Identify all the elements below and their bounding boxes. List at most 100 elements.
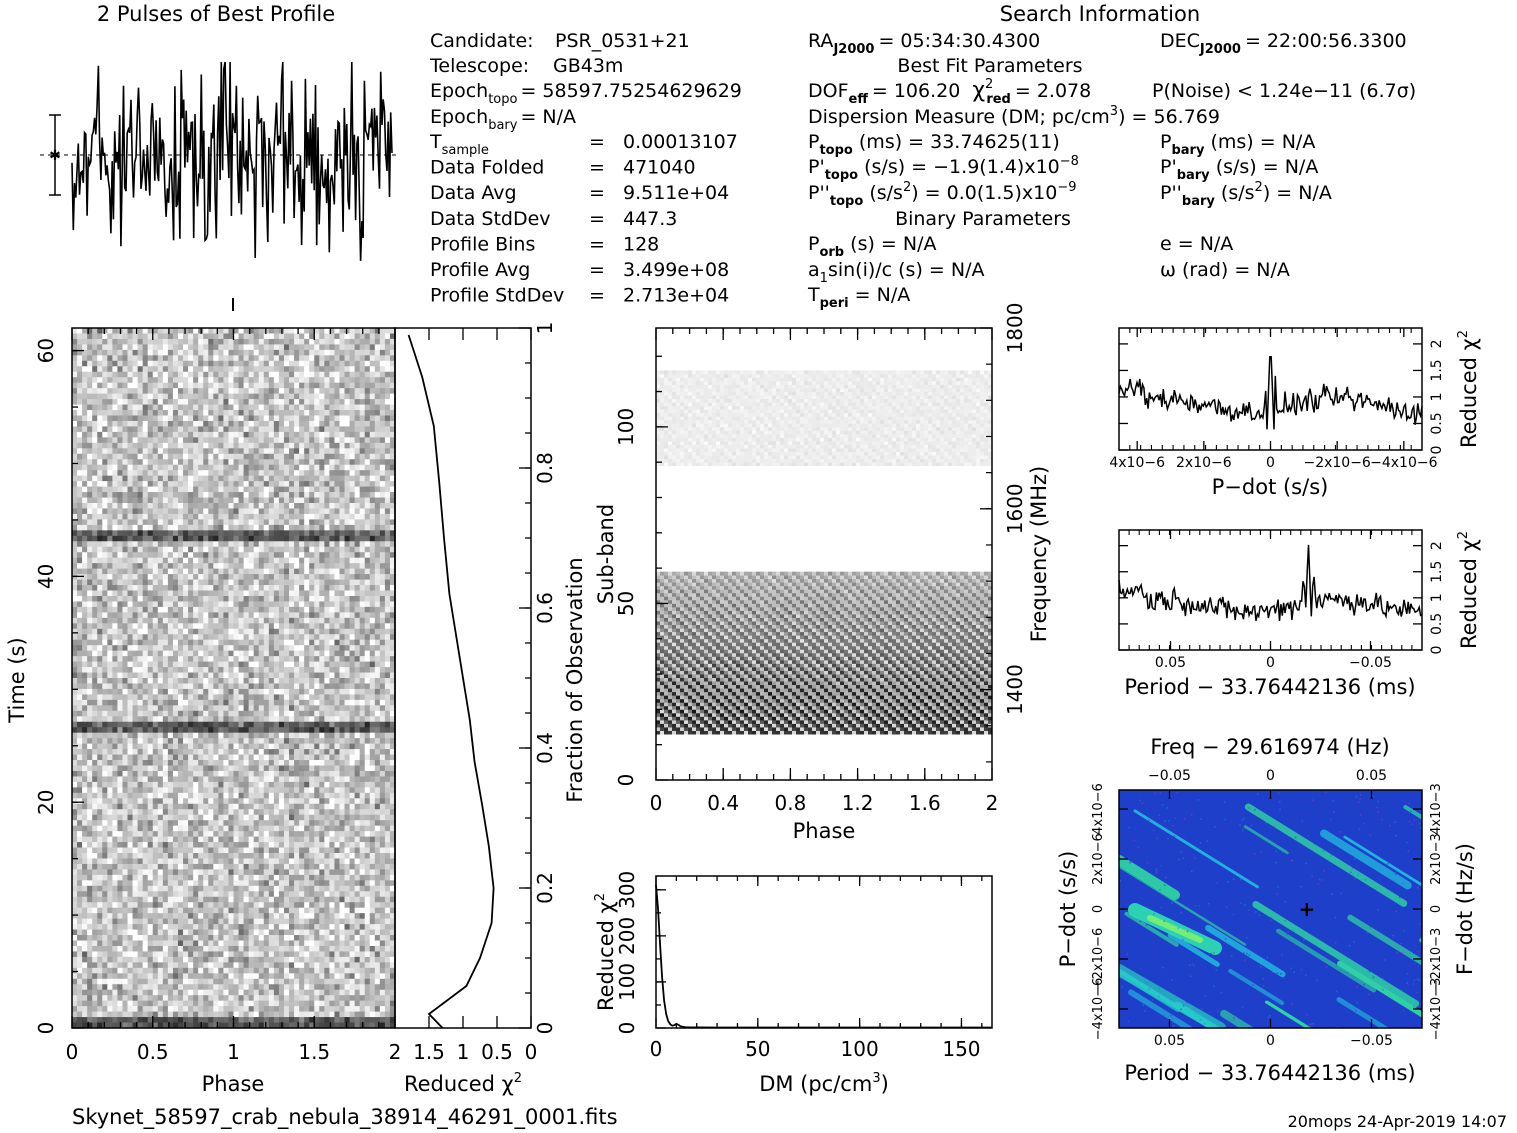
time-phase-cell <box>273 481 280 487</box>
time-phase-cell <box>213 448 219 455</box>
time-phase-cell <box>283 464 290 471</box>
time-phase-cell <box>177 486 184 493</box>
time-phase-cell <box>72 694 78 701</box>
time-phase-cell <box>364 503 371 509</box>
time-phase-cell <box>183 393 189 400</box>
time-phase-cell <box>314 453 320 460</box>
time-phase-cell <box>243 617 250 624</box>
time-phase-cell <box>157 360 164 367</box>
time-phase-cell <box>112 503 118 509</box>
time-phase-cell <box>198 595 204 602</box>
time-phase-cell <box>208 431 214 438</box>
time-phase-cell <box>77 470 83 477</box>
time-phase-cell <box>253 678 260 684</box>
time-phase-cell <box>177 393 184 400</box>
time-phase-cell <box>193 371 199 378</box>
time-phase-cell <box>122 623 128 630</box>
time-phase-cell <box>117 738 123 745</box>
time-phase-cell <box>273 355 280 362</box>
time-phase-cell <box>379 486 386 493</box>
time-phase-cell <box>117 552 123 559</box>
time-phase-cell <box>389 683 396 690</box>
time-phase-cell <box>213 519 219 526</box>
time-phase-cell <box>299 721 305 728</box>
time-phase-cell <box>304 486 310 493</box>
time-phase-cell <box>142 399 149 405</box>
time-phase-cell <box>117 431 123 438</box>
time-phase-cell <box>142 688 149 695</box>
time-phase-cell <box>374 738 381 745</box>
time-phase-cell <box>132 623 139 630</box>
time-phase-cell <box>107 732 113 739</box>
time-phase-cell <box>132 399 139 405</box>
time-phase-cell <box>183 563 189 570</box>
time-phase-cell <box>127 699 133 706</box>
time-phase-cell <box>299 727 305 734</box>
time-phase-cell <box>243 448 250 455</box>
time-phase-cell <box>112 661 118 668</box>
time-phase-cell <box>243 388 250 395</box>
time-phase-cell <box>248 678 255 684</box>
time-phase-cell <box>243 355 250 362</box>
time-phase-cell <box>258 415 265 422</box>
time-phase-cell <box>369 508 376 515</box>
time-phase-cell <box>319 388 325 395</box>
time-phase-cell <box>278 623 285 630</box>
time-phase-cell <box>324 388 330 395</box>
time-phase-cell <box>354 338 361 345</box>
time-phase-cell <box>253 590 260 597</box>
time-phase-cell <box>319 552 325 559</box>
time-phase-cell <box>309 328 315 334</box>
time-phase-cell <box>82 623 88 630</box>
e-value: e = N/A <box>1160 233 1233 255</box>
time-phase-cell <box>147 333 154 340</box>
time-phase-cell <box>304 579 310 586</box>
time-phase-cell <box>208 579 214 586</box>
time-phase-cell <box>304 628 310 635</box>
time-phase-cell <box>289 492 295 498</box>
time-phase-cell <box>183 399 189 405</box>
time-phase-cell <box>309 431 315 438</box>
time-phase-cell <box>283 344 290 351</box>
time-phase-cell <box>268 519 275 526</box>
time-phase-cell <box>294 535 300 542</box>
time-phase-cell <box>228 448 234 455</box>
time-phase-cell <box>122 508 128 515</box>
time-phase-cell <box>162 513 169 520</box>
time-phase-cell <box>369 453 376 460</box>
time-phase-cell <box>188 721 194 728</box>
time-phase-cell <box>82 585 88 591</box>
time-phase-cell <box>223 503 229 509</box>
time-phase-cell <box>157 377 164 384</box>
time-phase-cell <box>162 738 169 745</box>
time-phase-cell <box>309 475 315 482</box>
time-phase-cell <box>384 710 391 717</box>
time-phase-cell <box>82 535 88 542</box>
time-phase-cell <box>258 399 265 405</box>
time-phase-cell <box>329 360 335 367</box>
time-phase-cell <box>172 453 179 460</box>
time-phase-cell <box>188 574 194 580</box>
time-phase-cell <box>344 503 350 509</box>
time-phase-cell <box>294 628 300 635</box>
time-phase-cell <box>243 579 250 586</box>
time-phase-cell <box>87 563 93 570</box>
time-phase-cell <box>223 344 229 351</box>
time-phase-cell <box>319 524 325 531</box>
time-phase-cell <box>97 486 103 493</box>
time-phase-cell <box>289 399 295 405</box>
time-phase-cell <box>183 601 189 608</box>
time-phase-cell <box>364 634 371 641</box>
time-phase-cell <box>72 705 78 712</box>
time-phase-cell <box>228 524 234 531</box>
candidate-info: Candidate: PSR_0531+21 Telescope: GB43m … <box>429 30 742 307</box>
time-phase-cell <box>238 404 244 411</box>
time-phase-cell <box>314 563 320 570</box>
time-phase-cell <box>344 371 350 378</box>
time-phase-cell <box>137 519 144 526</box>
time-phase-cell <box>364 333 371 340</box>
time-phase-cell <box>162 721 169 728</box>
time-phase-cell <box>258 678 265 684</box>
time-phase-cell <box>268 541 275 548</box>
chi-sup: 2 <box>985 77 993 92</box>
